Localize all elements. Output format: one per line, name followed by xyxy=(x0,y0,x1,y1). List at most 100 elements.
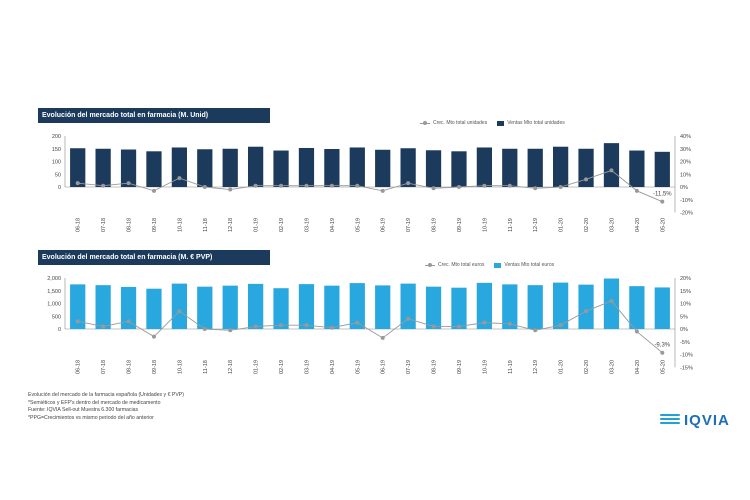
x-tick-label: 06-18 xyxy=(76,218,82,232)
growth-point xyxy=(228,328,233,333)
growth-point xyxy=(177,309,182,314)
bar xyxy=(324,149,340,187)
bar xyxy=(171,147,187,187)
y-left-tick-label: 1,500 xyxy=(47,289,61,295)
y-right-tick-label: -20% xyxy=(680,211,693,217)
bar xyxy=(197,286,213,329)
x-tick-label: 12-18 xyxy=(228,360,234,374)
bar xyxy=(476,147,492,187)
bar xyxy=(324,285,340,329)
x-tick-label: 02-20 xyxy=(584,360,590,374)
bar xyxy=(222,148,238,187)
x-tick-label: 05-20 xyxy=(660,360,666,374)
y-left-tick-label: 2,000 xyxy=(47,276,61,282)
legend-item-sales: Ventas Mto total unidades xyxy=(497,120,565,126)
y-right-tick-label: -5% xyxy=(680,340,690,346)
x-tick-label: 06-18 xyxy=(76,360,82,374)
legend-line-swatch xyxy=(425,262,435,267)
x-tick-label: 11-19 xyxy=(508,360,514,374)
bar xyxy=(273,150,289,187)
bar xyxy=(476,282,492,329)
bar xyxy=(197,149,213,187)
x-tick-label: 10-19 xyxy=(482,360,488,374)
legend-item-growth: Crec. Mto total euros xyxy=(425,262,484,268)
growth-point xyxy=(456,324,461,329)
x-tick-label: 10-18 xyxy=(177,360,183,374)
growth-point xyxy=(126,181,131,186)
x-tick-label: 06-19 xyxy=(381,360,387,374)
growth-point xyxy=(380,188,385,193)
footnote: *PPG=Crecimientos vs mismo periodo del a… xyxy=(28,414,154,421)
growth-point xyxy=(304,323,309,328)
x-tick-label: 03-20 xyxy=(609,360,615,374)
bar xyxy=(70,148,86,187)
x-tick-label: 05-19 xyxy=(355,218,361,232)
y-right-tick-label: 5% xyxy=(680,314,688,320)
bar xyxy=(375,149,391,187)
x-tick-label: 01-20 xyxy=(559,360,565,374)
x-tick-label: 09-18 xyxy=(152,218,158,232)
growth-point xyxy=(482,183,487,188)
bar xyxy=(95,148,111,187)
x-tick-label: 10-18 xyxy=(177,218,183,232)
x-tick-label: 07-18 xyxy=(101,360,107,374)
growth-point xyxy=(380,335,385,340)
bar xyxy=(553,146,569,187)
growth-point xyxy=(406,316,411,321)
y-left-tick-label: 200 xyxy=(52,134,61,140)
x-tick-label: 12-19 xyxy=(533,360,539,374)
legend-label: Crec. Mto total unidades xyxy=(433,120,488,126)
chart-title: Evolución del mercado total en farmacia … xyxy=(38,108,270,123)
growth-point xyxy=(507,321,512,326)
x-tick-label: 05-20 xyxy=(660,218,666,232)
bar xyxy=(451,287,467,329)
x-tick-label: 11-19 xyxy=(508,218,514,232)
x-tick-label: 11-18 xyxy=(203,360,209,374)
growth-point xyxy=(151,188,156,193)
x-tick-label: 08-18 xyxy=(127,360,133,374)
bar xyxy=(120,286,137,329)
bar xyxy=(248,283,264,329)
y-right-tick-label: -15% xyxy=(680,365,693,371)
y-left-tick-label: 50 xyxy=(55,172,61,178)
growth-point xyxy=(660,350,665,355)
footnote: Fuente: IQVIA Sell-out Muestra 6.300 far… xyxy=(28,407,139,413)
bar xyxy=(527,285,543,329)
legend-label: Crec. Mto total euros xyxy=(438,262,485,268)
y-right-tick-label: 0% xyxy=(680,327,688,333)
y-right-tick-label: -10% xyxy=(680,198,693,204)
growth-point xyxy=(456,185,461,189)
growth-point xyxy=(202,185,207,189)
chart-plot-area: 0 500 1,000 1,500 2,000 -15% -10% -5% 0% 5% 10% 15%… xyxy=(47,276,693,374)
bar xyxy=(603,143,620,187)
bar xyxy=(146,288,162,329)
footnote: Evolución del mercado de la farmacia esp… xyxy=(28,392,184,398)
bar xyxy=(273,288,289,329)
growth-point xyxy=(279,323,284,328)
x-tick-label: 11-18 xyxy=(203,218,209,232)
bar xyxy=(654,151,670,187)
bar xyxy=(400,283,416,329)
growth-point xyxy=(584,177,589,182)
growth-point xyxy=(228,187,233,192)
x-tick-label: 05-19 xyxy=(355,360,361,374)
y-right-tick-label: 10% xyxy=(680,302,691,308)
x-tick-label: 03-20 xyxy=(609,218,615,232)
x-tick-label: 01-19 xyxy=(254,218,260,232)
bar xyxy=(629,286,645,329)
growth-point xyxy=(75,181,80,186)
growth-point xyxy=(355,183,360,188)
growth-point xyxy=(558,185,563,189)
y-right-tick-label: -10% xyxy=(680,353,693,359)
growth-point xyxy=(279,183,284,188)
data-label: -9,3% xyxy=(654,343,670,349)
bar xyxy=(298,147,315,187)
bar xyxy=(222,285,238,329)
x-tick-label: 04-20 xyxy=(635,218,641,232)
x-tick-label: 04-19 xyxy=(330,218,336,232)
bar xyxy=(654,287,670,329)
bar xyxy=(120,149,137,187)
chart-units: Evolución del mercado total en farmacia … xyxy=(30,108,720,238)
bar xyxy=(578,284,594,329)
legend-bar-swatch xyxy=(497,120,505,126)
